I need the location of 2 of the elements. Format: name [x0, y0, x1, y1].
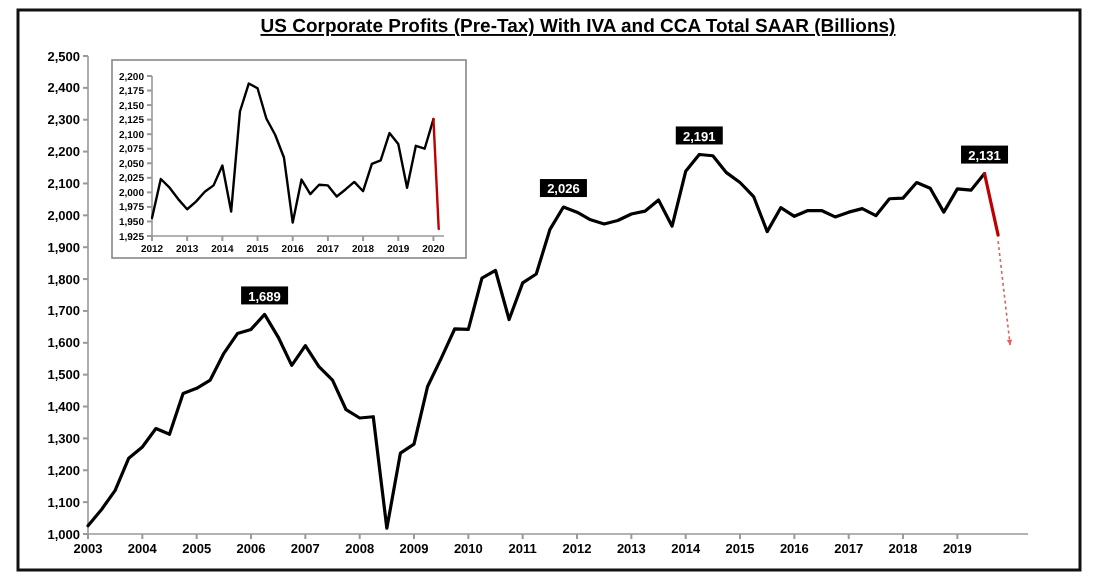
chart-title: US Corporate Profits (Pre-Tax) With IVA and CCA Total SAAR (Billions) — [260, 16, 896, 38]
line-series — [150, 82, 435, 224]
